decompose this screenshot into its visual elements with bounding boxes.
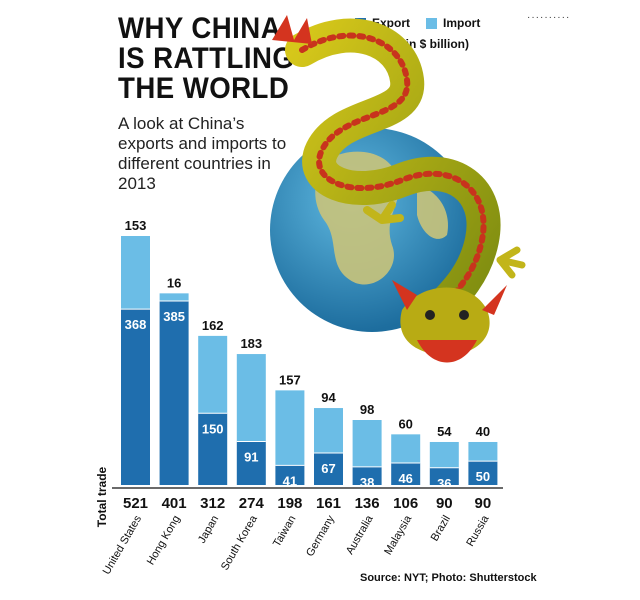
bar-export (236, 441, 266, 485)
legend-import-swatch (426, 17, 438, 29)
total-value-label: 198 (277, 495, 302, 512)
bar-import (121, 236, 150, 310)
export-value-label: 150 (202, 421, 224, 436)
bar-export (314, 452, 343, 485)
category-label: Taiwan (271, 514, 299, 550)
bar-import (468, 441, 498, 462)
category-label: Hong Kong (145, 514, 183, 568)
export-value-label: 38 (360, 475, 374, 490)
category-label: South Korea (219, 513, 260, 573)
category-label: Brazil (429, 514, 453, 544)
dragon-globe-illustration (270, 15, 526, 363)
bar-import (352, 420, 382, 467)
bar-import (159, 293, 189, 301)
export-value-label: 46 (398, 471, 412, 486)
source-credit: Source: NYT; Photo: Shutterstock (360, 572, 537, 584)
export-value-label: 91 (244, 450, 258, 465)
bar-import (236, 354, 266, 442)
total-value-label: 136 (355, 495, 380, 512)
export-value-label: 50 (476, 469, 490, 484)
total-trade-label: Total trade (95, 466, 109, 527)
bar-export (198, 413, 228, 485)
title-line-2: IS RATTLING (118, 42, 295, 75)
bar-export (352, 466, 382, 485)
export-value-label: 36 (437, 476, 451, 491)
title-line-3: THE WORLD (118, 72, 290, 105)
total-value-label: 401 (162, 495, 187, 512)
export-value-label: 41 (283, 473, 297, 488)
import-value-label: 183 (240, 336, 262, 351)
import-value-label: 54 (437, 424, 452, 439)
chart-subtitle: A look at China’s exports and imports to… (118, 114, 287, 193)
bar-import (314, 408, 343, 453)
bar-export (159, 300, 189, 485)
bar-export (121, 309, 150, 485)
category-label: Malaysia (382, 513, 415, 557)
import-value-label: 157 (279, 372, 301, 387)
chart-title: WHY CHINA IS RATTLING THE WORLD (118, 14, 294, 104)
import-value-label: 16 (167, 275, 181, 290)
category-label: Australia (344, 513, 376, 557)
export-value-label: 368 (125, 317, 147, 332)
total-value-label: 90 (436, 495, 453, 512)
import-value-label: 40 (476, 424, 490, 439)
import-value-label: 153 (125, 218, 147, 233)
bar-import (198, 335, 228, 414)
import-value-label: 94 (321, 390, 336, 405)
import-value-label: 60 (398, 416, 412, 431)
total-value-label: 90 (475, 495, 492, 512)
total-value-label: 274 (239, 495, 265, 512)
total-value-label: 521 (123, 495, 148, 512)
category-label: Russia (464, 513, 492, 549)
import-value-label: 98 (360, 402, 374, 417)
bar-import (429, 441, 459, 468)
export-value-label: 385 (163, 309, 185, 324)
bar-export (391, 463, 421, 485)
bar-import (391, 434, 421, 464)
category-label: Japan (196, 514, 221, 546)
decorative-dots: ·········· (527, 12, 571, 23)
import-value-label: 162 (202, 318, 224, 333)
total-value-label: 312 (200, 495, 225, 512)
total-value-label: 106 (393, 495, 418, 512)
title-line-1: WHY CHINA (118, 12, 282, 45)
legend-import-label: Import (443, 16, 481, 30)
bar-import (275, 390, 305, 466)
bar-export (429, 467, 459, 485)
dragon-head (392, 280, 507, 363)
bar-export (275, 465, 305, 485)
total-value-label: 161 (316, 495, 341, 512)
export-value-label: 67 (321, 461, 335, 476)
category-label: Germany (304, 513, 337, 559)
bar-export (468, 461, 498, 485)
